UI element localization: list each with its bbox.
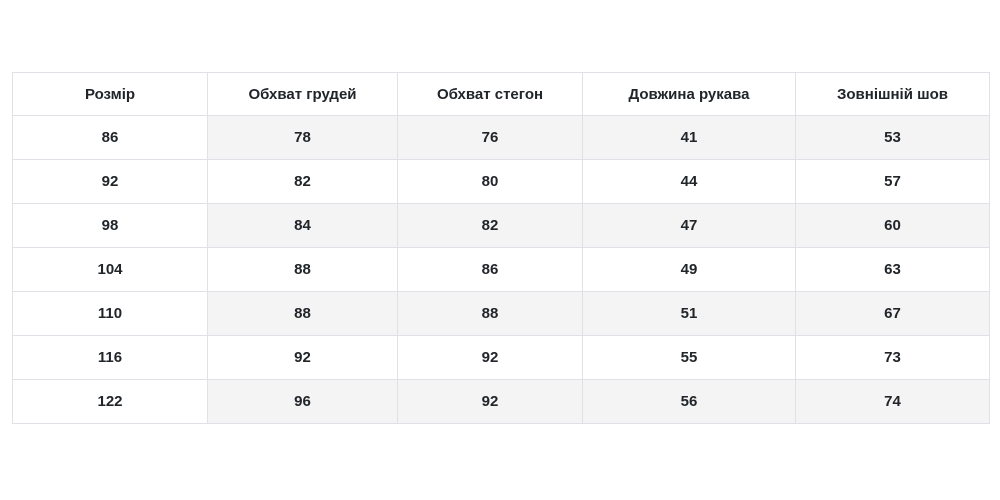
seam-cell: 73 — [795, 335, 990, 380]
sleeve-cell: 44 — [582, 159, 796, 204]
chest-cell: 92 — [207, 335, 398, 380]
seam-cell: 60 — [795, 203, 990, 248]
table-row: 116 92 92 55 73 — [12, 335, 990, 380]
table-row: 110 88 88 51 67 — [12, 291, 990, 336]
table-row: 104 88 86 49 63 — [12, 247, 990, 292]
hips-cell: 80 — [397, 159, 583, 204]
sleeve-cell: 41 — [582, 115, 796, 160]
size-cell: 110 — [12, 291, 208, 336]
seam-cell: 67 — [795, 291, 990, 336]
size-cell: 86 — [12, 115, 208, 160]
column-header-size: Розмір — [12, 72, 208, 116]
table-row: 86 78 76 41 53 — [12, 115, 990, 160]
chest-cell: 78 — [207, 115, 398, 160]
size-cell: 98 — [12, 203, 208, 248]
table-row: 122 96 92 56 74 — [12, 379, 990, 424]
sleeve-cell: 51 — [582, 291, 796, 336]
hips-cell: 76 — [397, 115, 583, 160]
hips-cell: 82 — [397, 203, 583, 248]
table-row: 92 82 80 44 57 — [12, 159, 990, 204]
size-cell: 104 — [12, 247, 208, 292]
column-header-sleeve: Довжина рукава — [582, 72, 796, 116]
chest-cell: 96 — [207, 379, 398, 424]
hips-cell: 92 — [397, 335, 583, 380]
sleeve-cell: 47 — [582, 203, 796, 248]
header-row: Розмір Обхват грудей Обхват стегон Довжи… — [12, 72, 990, 116]
chest-cell: 88 — [207, 247, 398, 292]
table-row: 98 84 82 47 60 — [12, 203, 990, 248]
size-cell: 122 — [12, 379, 208, 424]
column-header-seam: Зовнішній шов — [795, 72, 990, 116]
chest-cell: 84 — [207, 203, 398, 248]
chest-cell: 88 — [207, 291, 398, 336]
size-chart-container: Розмір Обхват грудей Обхват стегон Довжи… — [12, 72, 990, 424]
seam-cell: 63 — [795, 247, 990, 292]
seam-cell: 74 — [795, 379, 990, 424]
hips-cell: 86 — [397, 247, 583, 292]
size-chart-table: Розмір Обхват грудей Обхват стегон Довжи… — [12, 72, 990, 424]
size-cell: 116 — [12, 335, 208, 380]
seam-cell: 57 — [795, 159, 990, 204]
sleeve-cell: 49 — [582, 247, 796, 292]
size-cell: 92 — [12, 159, 208, 204]
column-header-chest: Обхват грудей — [207, 72, 398, 116]
sleeve-cell: 56 — [582, 379, 796, 424]
seam-cell: 53 — [795, 115, 990, 160]
column-header-hips: Обхват стегон — [397, 72, 583, 116]
hips-cell: 88 — [397, 291, 583, 336]
sleeve-cell: 55 — [582, 335, 796, 380]
chest-cell: 82 — [207, 159, 398, 204]
hips-cell: 92 — [397, 379, 583, 424]
